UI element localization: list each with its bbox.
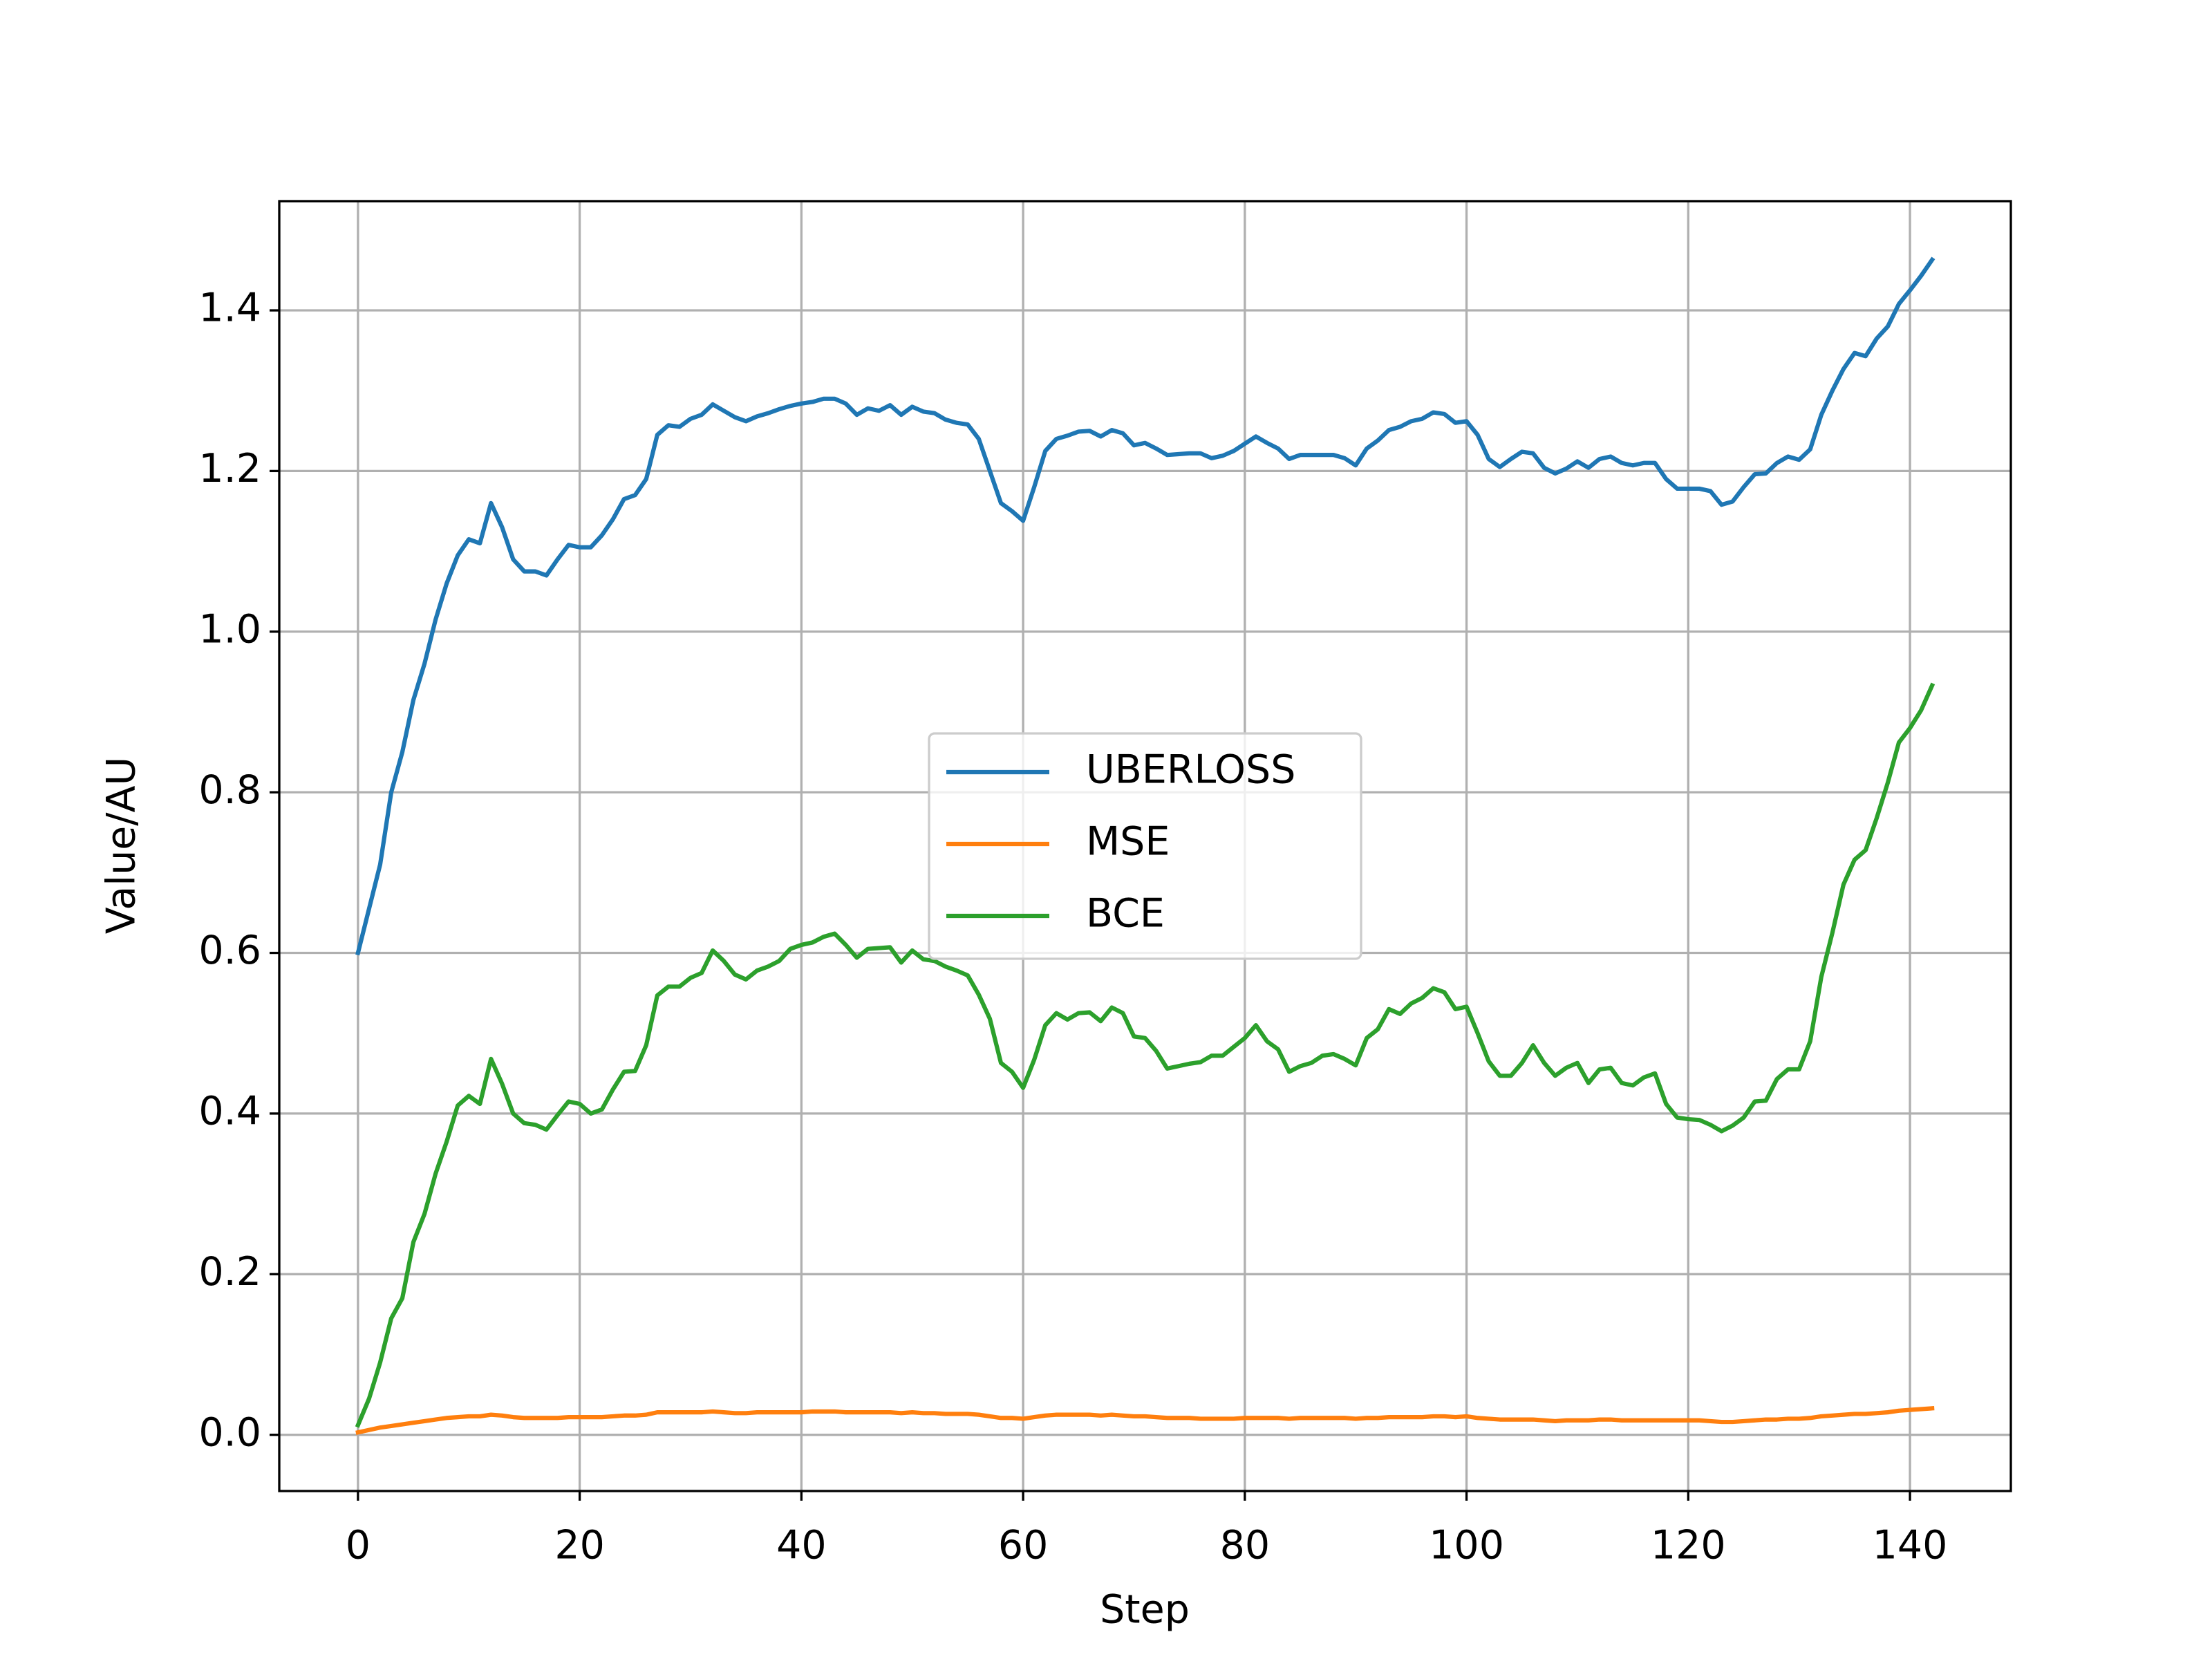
legend-box bbox=[928, 732, 1362, 960]
y-tick-label: 1.2 bbox=[198, 446, 261, 491]
x-tick-label: 40 bbox=[776, 1523, 827, 1568]
y-axis-label: Value/AU bbox=[99, 757, 144, 934]
x-tick-label: 80 bbox=[1220, 1523, 1271, 1568]
x-tick-label: 100 bbox=[1429, 1523, 1504, 1568]
legend: UBERLOSS MSE BCE bbox=[928, 732, 1362, 960]
line-series bbox=[355, 682, 1936, 1428]
x-tick-label: 140 bbox=[1873, 1523, 1948, 1568]
x-tick-label: 20 bbox=[554, 1523, 605, 1568]
line-series bbox=[355, 1406, 1935, 1435]
y-tick-label: 0.4 bbox=[198, 1089, 261, 1134]
y-tick-label: 0.2 bbox=[198, 1249, 261, 1295]
legend-label: MSE bbox=[1086, 819, 1170, 865]
x-axis-label: Step bbox=[1100, 1587, 1190, 1633]
x-tick-label: 0 bbox=[346, 1523, 371, 1568]
legend-label: BCE bbox=[1086, 891, 1165, 937]
y-tick-label: 0.8 bbox=[198, 767, 261, 813]
y-tick-label: 1.4 bbox=[198, 285, 261, 331]
axes-frame bbox=[278, 200, 2012, 1492]
y-tick-label: 0.6 bbox=[198, 928, 261, 973]
y-tick-label: 1.0 bbox=[198, 606, 261, 652]
legend-label: UBERLOSS bbox=[1086, 747, 1295, 793]
y-tick-label: 0.0 bbox=[198, 1409, 261, 1455]
line-series bbox=[355, 256, 1936, 956]
x-tick-label: 120 bbox=[1651, 1523, 1726, 1568]
x-tick-label: 60 bbox=[998, 1523, 1049, 1568]
